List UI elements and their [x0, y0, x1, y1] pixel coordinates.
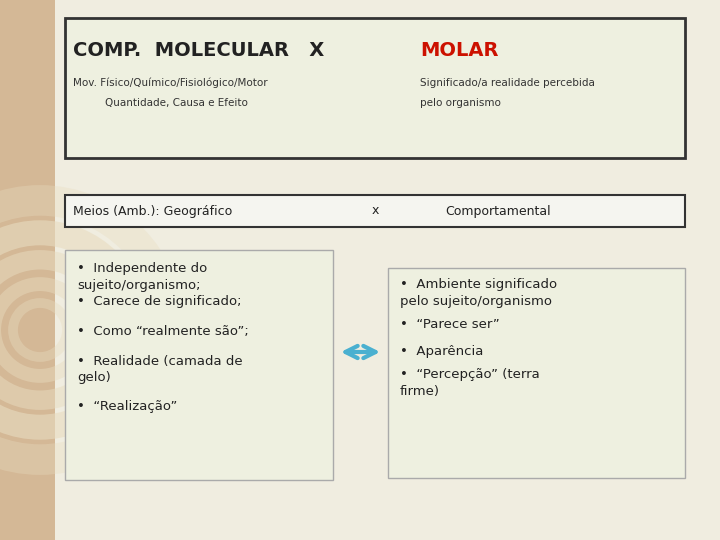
Text: Comportamental: Comportamental	[445, 205, 551, 218]
Text: •  “Realização”: • “Realização”	[77, 400, 177, 413]
Text: x: x	[372, 205, 379, 218]
Text: MOLAR: MOLAR	[420, 40, 498, 59]
FancyBboxPatch shape	[65, 18, 685, 158]
FancyBboxPatch shape	[388, 268, 685, 478]
Text: pelo organismo: pelo organismo	[420, 98, 501, 108]
FancyBboxPatch shape	[65, 195, 685, 227]
Text: •  Aparência: • Aparência	[400, 345, 483, 358]
Text: •  Ambiente significado
pelo sujeito/organismo: • Ambiente significado pelo sujeito/orga…	[400, 278, 557, 307]
Text: COMP.  MOLECULAR   X: COMP. MOLECULAR X	[73, 40, 324, 59]
Text: Significado/a realidade percebida: Significado/a realidade percebida	[420, 78, 595, 88]
Text: •  Realidade (camada de
gelo): • Realidade (camada de gelo)	[77, 355, 243, 384]
Text: •  “Percepção” (terra
firme): • “Percepção” (terra firme)	[400, 368, 540, 397]
Text: •  Independente do
sujeito/organismo;: • Independente do sujeito/organismo;	[77, 262, 207, 292]
FancyBboxPatch shape	[55, 0, 720, 540]
Text: •  “Parece ser”: • “Parece ser”	[400, 318, 500, 331]
Text: Mov. Físico/Químico/Fisiológico/Motor: Mov. Físico/Químico/Fisiológico/Motor	[73, 78, 268, 88]
Text: •  Carece de significado;: • Carece de significado;	[77, 295, 241, 308]
FancyBboxPatch shape	[65, 250, 333, 480]
Text: •  Como “realmente são”;: • Como “realmente são”;	[77, 325, 248, 338]
Text: Quantidade, Causa e Efeito: Quantidade, Causa e Efeito	[105, 98, 248, 108]
Text: Meios (Amb.): Geográfico: Meios (Amb.): Geográfico	[73, 205, 233, 218]
